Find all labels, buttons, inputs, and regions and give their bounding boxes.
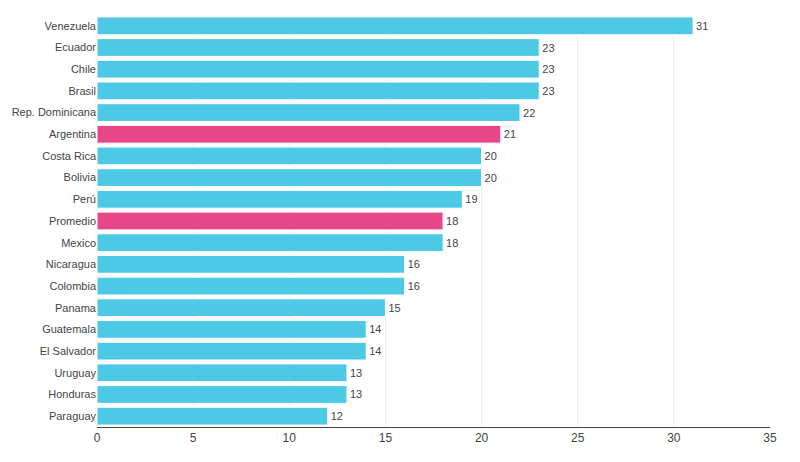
svg-text:Chile: Chile [71,63,96,75]
svg-text:Argentina: Argentina [49,128,97,140]
svg-text:14: 14 [369,345,381,357]
svg-text:5: 5 [190,431,197,445]
svg-text:18: 18 [446,237,458,249]
svg-text:19: 19 [465,193,477,205]
svg-text:Honduras: Honduras [48,388,96,400]
svg-text:Venezuela: Venezuela [45,20,97,32]
svg-text:Mexico: Mexico [61,237,96,249]
svg-text:Nicaragua: Nicaragua [46,258,97,270]
svg-text:Rep. Dominicana: Rep. Dominicana [12,106,97,118]
svg-text:Uruguay: Uruguay [54,367,96,379]
svg-text:10: 10 [283,431,297,445]
svg-text:12: 12 [331,410,343,422]
svg-text:Guatemala: Guatemala [42,323,97,335]
svg-text:15: 15 [379,431,393,445]
svg-text:Ecuador: Ecuador [55,41,96,53]
svg-text:22: 22 [523,107,535,119]
svg-text:Promedio: Promedio [49,215,96,227]
svg-text:Colombia: Colombia [50,280,97,292]
svg-text:20: 20 [475,431,489,445]
svg-text:30: 30 [667,431,681,445]
svg-text:Costa Rica: Costa Rica [42,150,97,162]
svg-text:16: 16 [408,258,420,270]
svg-text:21: 21 [504,128,516,140]
svg-text:0: 0 [94,431,101,445]
svg-text:16: 16 [408,280,420,292]
svg-text:Paraguay: Paraguay [49,410,97,422]
svg-text:23: 23 [542,63,554,75]
svg-text:Panama: Panama [55,302,97,314]
svg-text:20: 20 [485,150,497,162]
svg-text:13: 13 [350,388,362,400]
svg-text:13: 13 [350,367,362,379]
svg-text:35: 35 [763,431,777,445]
svg-text:El Salvador: El Salvador [40,345,97,357]
svg-text:Brasil: Brasil [68,85,96,97]
svg-text:18: 18 [446,215,458,227]
svg-text:23: 23 [542,42,554,54]
svg-text:14: 14 [369,323,381,335]
svg-text:Bolivia: Bolivia [64,171,97,183]
svg-text:25: 25 [571,431,585,445]
svg-text:31: 31 [696,20,708,32]
svg-text:15: 15 [388,302,400,314]
svg-text:20: 20 [485,172,497,184]
svg-text:23: 23 [542,85,554,97]
svg-text:Perú: Perú [73,193,96,205]
